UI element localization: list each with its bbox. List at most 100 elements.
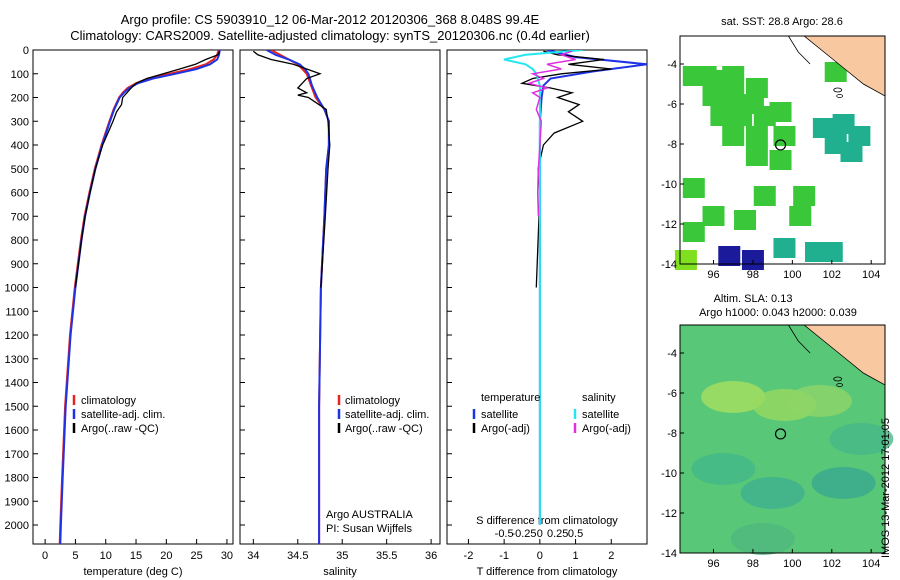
salinity-annotation-pi: PI: Susan Wijffels	[326, 523, 412, 535]
depth-tick-label: 100	[11, 69, 29, 81]
temperature-frame	[32, 49, 234, 545]
temperature-xtick-label: 15	[130, 550, 142, 562]
temperature-climatology-line	[58, 50, 220, 544]
temperature-xtick-label: 20	[160, 550, 172, 562]
coastline-islands	[788, 35, 811, 65]
island-outline	[833, 87, 843, 93]
sla-field-patch	[691, 453, 756, 485]
difference-t-argo-line	[519, 50, 612, 288]
sla_map-xtick-label: 98	[747, 558, 759, 570]
depth-tick-label: 1400	[5, 378, 29, 390]
difference-s-tick-label: 0.5	[568, 528, 583, 540]
difference-t-satellite-line	[538, 50, 647, 525]
depth-tick-label: 1000	[5, 283, 29, 295]
salinity-frame	[239, 49, 441, 545]
salinity-xlabel: salinity	[323, 566, 357, 578]
sst_map-ytick-label: -6	[667, 99, 677, 111]
sst-data-cell	[773, 238, 796, 258]
difference-xtick-label: -1	[499, 550, 509, 562]
salinity-xtick-label: 34	[247, 550, 259, 562]
temperature-satellite-line	[59, 50, 221, 544]
difference-s-satellite-line	[503, 50, 583, 525]
difference-t-xlabel: T difference from climatology	[477, 566, 618, 578]
salinity-legend-label: climatology	[345, 395, 401, 407]
sst_map-xtick-label: 98	[747, 269, 759, 281]
temperature-xtick-label: 10	[100, 550, 112, 562]
sst_map-ytick-label: -8	[667, 139, 677, 151]
island-outline	[836, 383, 844, 387]
sst_map-ytick-label: -12	[661, 219, 677, 231]
difference-xtick-label: 1	[573, 550, 579, 562]
sst-data-cell	[820, 242, 843, 262]
depth-tick-label: 400	[11, 140, 29, 152]
sla_map-ytick-label: -12	[661, 508, 677, 520]
sst-data-cell	[710, 106, 733, 126]
sst-data-cell	[793, 186, 816, 206]
sst_map-xtick-label: 102	[823, 269, 841, 281]
sla_map-ytick-label: -6	[667, 388, 677, 400]
difference-xtick-label: 0	[537, 550, 543, 562]
coastline-islands	[788, 324, 811, 354]
sst-data-cell	[682, 222, 705, 242]
sst-data-cell	[769, 102, 792, 122]
depth-tick-label: 1800	[5, 473, 29, 485]
sst-data-cell	[769, 150, 792, 170]
difference-s-tick-label: -0.5	[495, 528, 514, 540]
depth-tick-label: 900	[11, 259, 29, 271]
difference-s-tick-label: 0.25	[547, 528, 568, 540]
sst-data-cell	[812, 118, 835, 138]
sla-field-patch	[811, 467, 876, 499]
sla-field-patch	[740, 477, 805, 509]
sst-data-cell	[745, 126, 768, 146]
sla-map-title-line1: Altim. SLA: 0.13	[714, 293, 793, 305]
difference-xtick-label: 2	[608, 550, 614, 562]
sst-data-cell	[722, 86, 745, 106]
sla_map-ytick-label: -14	[661, 548, 677, 560]
salinity-xtick-label: 34.5	[287, 550, 308, 562]
sla-field-patch	[730, 523, 795, 555]
sst-data-cell	[848, 126, 871, 146]
difference-legend-label: satellite	[582, 409, 619, 421]
sst-data-cell	[730, 106, 753, 126]
sla_map-ytick-label: -4	[667, 348, 677, 360]
title-line-1: Argo profile: CS 5903910_12 06-Mar-2012 …	[120, 12, 540, 27]
difference-legend-label: Argo(-adj)	[481, 423, 530, 435]
depth-tick-label: 1100	[5, 306, 29, 318]
argo-position-marker	[774, 139, 787, 151]
depth-tick-label: 2000	[5, 520, 29, 532]
sst-data-cell	[682, 178, 705, 198]
difference-s-argo-line	[526, 50, 576, 217]
sst_map-xtick-label: 100	[783, 269, 801, 281]
depth-tick-label: 300	[11, 116, 29, 128]
difference-s-tick-label: -0.25	[511, 528, 536, 540]
sst_map-ytick-label: -4	[667, 59, 677, 71]
sst-data-cell	[722, 126, 745, 146]
sst-data-cell	[745, 78, 768, 98]
sla_map-ytick-label: -8	[667, 428, 677, 440]
sst_map-ytick-label: -10	[661, 179, 677, 191]
depth-tick-label: 1200	[5, 330, 29, 342]
sst-data-cell	[753, 186, 776, 206]
depth-tick-label: 1700	[5, 449, 29, 461]
sla_map-frame	[679, 324, 886, 554]
side-timestamp-label: IMOS 13-Mar-2012 17:01:05	[880, 417, 892, 558]
sst-data-cell	[745, 146, 768, 166]
difference-s-tick-label: 0	[537, 528, 543, 540]
sla_map-xtick-label: 104	[862, 558, 880, 570]
salinity-legend-label: satellite-adj. clim.	[345, 409, 429, 421]
salinity-satellite-line	[266, 50, 330, 544]
sla_map-ytick-label: -10	[661, 468, 677, 480]
argo-position-marker	[774, 428, 787, 440]
sst-data-cell	[840, 142, 863, 162]
sla-field-patch	[701, 381, 766, 413]
sla-field-patch	[787, 385, 852, 417]
temperature-xtick-label: 5	[72, 550, 78, 562]
temperature-xtick-label: 0	[42, 550, 48, 562]
sst_map-ytick-label: -14	[661, 259, 677, 271]
difference-s-xlabel: S difference from climatology	[476, 515, 618, 527]
depth-tick-label: 1900	[5, 496, 29, 508]
salinity-argo-line	[252, 50, 331, 288]
sla_map-xtick-label: 102	[823, 558, 841, 570]
sst_map-xtick-label: 104	[862, 269, 880, 281]
